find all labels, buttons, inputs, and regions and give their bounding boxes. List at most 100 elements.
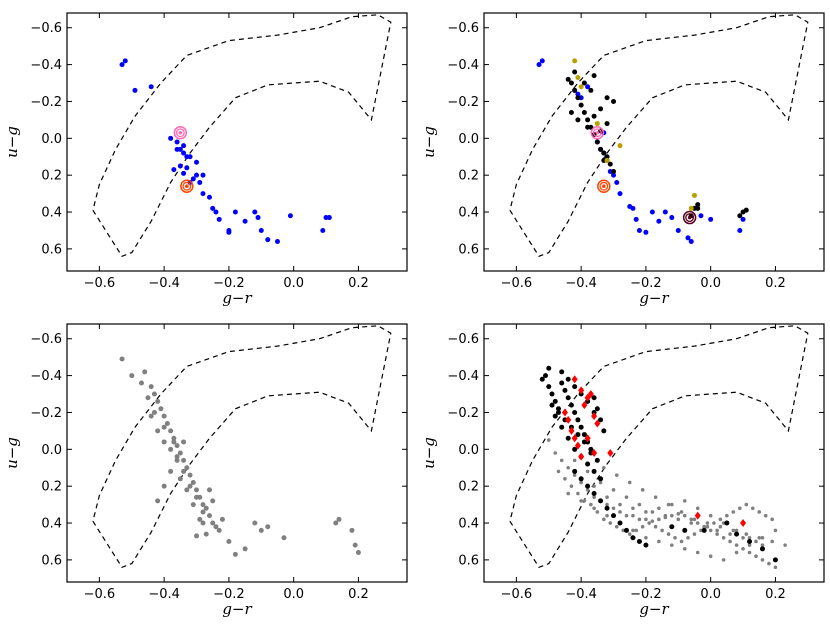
data-point <box>675 227 681 233</box>
data-point <box>670 513 674 518</box>
data-point <box>695 506 700 511</box>
x-tick-label: −0.2 <box>213 587 245 602</box>
data-point <box>598 476 604 482</box>
bullseye-core <box>687 215 692 220</box>
data-point <box>682 513 687 518</box>
data-point <box>705 524 710 529</box>
region-outline <box>92 14 392 258</box>
data-point <box>200 520 206 526</box>
bullseye-core <box>185 184 189 189</box>
data-point-diamond <box>740 519 747 528</box>
data-point <box>695 521 700 525</box>
data-point <box>549 391 555 397</box>
panel-bottom-left: −0.6 −0.4 −0.2 0.0 0.2 −0.6 −0.4 −0.2 0.0 0.2 0.4 0… <box>3 323 408 618</box>
data-point <box>555 409 561 415</box>
data-point <box>553 451 558 455</box>
data-point <box>715 532 719 536</box>
data-point <box>287 213 293 219</box>
data-point <box>265 524 271 530</box>
data-point <box>184 487 190 493</box>
data-point <box>618 510 622 514</box>
y-tick-label: −0.6 <box>447 332 479 347</box>
data-point <box>129 373 135 379</box>
data-point <box>119 356 125 362</box>
data-point <box>575 117 581 123</box>
x-axis-label: g−r <box>639 289 669 307</box>
data-point <box>552 398 558 404</box>
x-tick-label: 0.0 <box>700 276 721 291</box>
data-point <box>187 483 193 489</box>
data-point <box>568 402 574 408</box>
data-point <box>539 58 545 64</box>
data-point <box>695 202 701 208</box>
data-point <box>177 476 183 482</box>
data-point <box>148 413 154 419</box>
bullseye-ring-outer <box>682 210 697 225</box>
data-point <box>653 524 658 529</box>
data-point <box>743 207 749 213</box>
data-point <box>591 468 597 474</box>
data-point <box>721 535 726 540</box>
data-point-diamond <box>565 415 572 424</box>
data-point <box>575 417 581 423</box>
data-point <box>187 472 193 478</box>
plot-frame <box>66 12 408 272</box>
data-point <box>598 498 604 504</box>
data-point <box>631 513 635 518</box>
data-point <box>592 484 596 488</box>
data-point <box>572 446 578 452</box>
data-point <box>572 458 577 463</box>
data-point <box>627 532 632 536</box>
x-tick-label: −0.4 <box>565 276 597 291</box>
data-point <box>589 502 593 507</box>
data-point <box>617 520 623 526</box>
y-tick-label: 0.0 <box>41 443 62 458</box>
data-point <box>281 535 287 541</box>
data-point <box>585 461 591 467</box>
data-point <box>579 499 583 503</box>
bullseye-ring-outer <box>590 126 605 140</box>
data-point <box>698 213 704 219</box>
data-point <box>591 73 597 79</box>
data-point <box>210 498 216 504</box>
data-point <box>559 458 564 463</box>
data-point <box>669 215 675 221</box>
data-point <box>333 520 339 526</box>
data-point <box>555 406 561 412</box>
data-point <box>773 565 778 570</box>
data-point <box>158 406 164 412</box>
data-point <box>617 143 623 149</box>
data-point <box>670 502 674 507</box>
data-point <box>695 550 700 555</box>
x-axis-label: g−r <box>222 600 252 618</box>
data-point <box>171 435 177 441</box>
x-tick-label: 0.0 <box>283 587 304 602</box>
data-point <box>181 468 187 474</box>
data-point <box>190 479 196 485</box>
data-point <box>611 168 617 174</box>
data-point <box>604 157 610 163</box>
data-point <box>578 84 584 90</box>
data-point <box>556 469 561 474</box>
data-point <box>741 535 745 540</box>
y-tick-label: 0.2 <box>458 480 479 495</box>
data-point <box>252 520 258 526</box>
data-point <box>161 424 167 430</box>
data-point-diamond <box>594 419 601 428</box>
data-point <box>614 524 619 529</box>
data-point <box>708 216 714 222</box>
y-tick-label: −0.4 <box>30 369 62 384</box>
data-point <box>734 531 740 537</box>
data-point <box>148 384 154 390</box>
data-point <box>688 239 694 245</box>
highlight-point <box>597 179 611 193</box>
data-point <box>731 528 736 533</box>
y-tick-label: −0.4 <box>30 58 62 73</box>
y-tick-label: 0.0 <box>41 132 62 147</box>
data-point <box>559 380 565 386</box>
data-point <box>568 110 574 116</box>
data-point <box>171 439 177 445</box>
data-point <box>594 139 600 145</box>
data-point <box>744 532 749 536</box>
data-point <box>591 395 597 401</box>
